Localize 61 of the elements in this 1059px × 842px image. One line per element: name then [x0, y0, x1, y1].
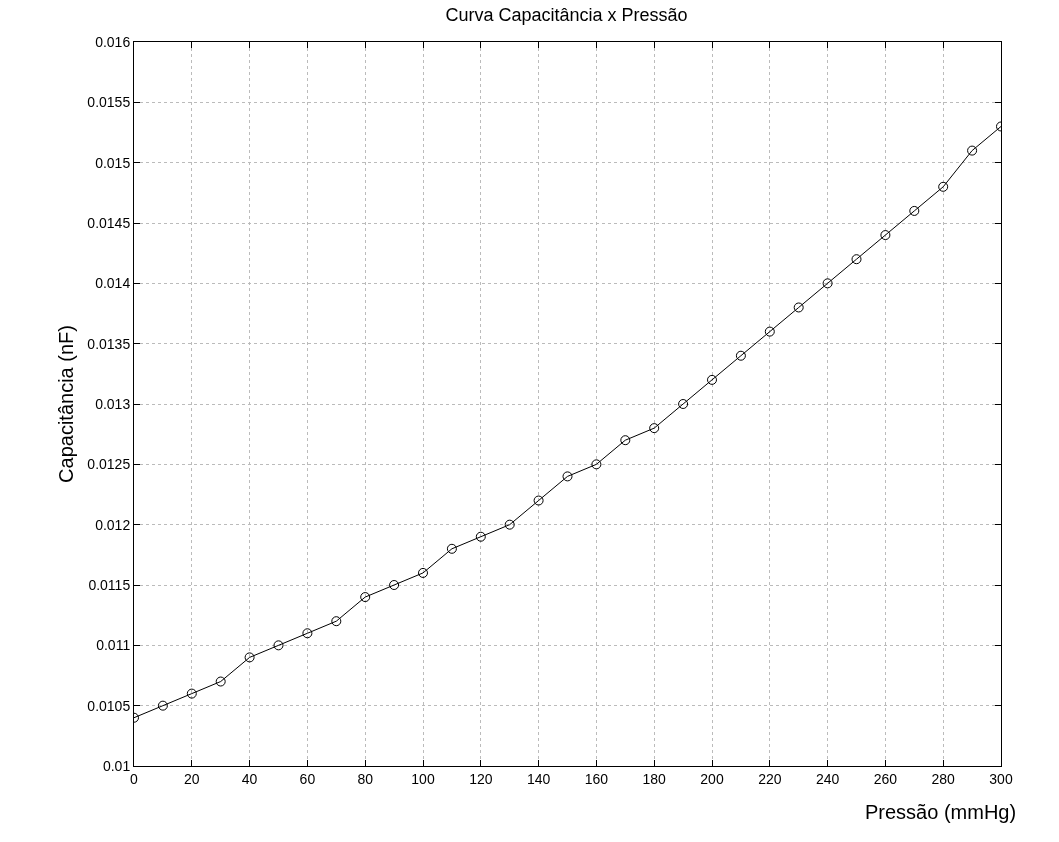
x-tick-label: 240 [815, 770, 840, 787]
point [707, 374, 717, 385]
point [764, 326, 775, 337]
point [215, 676, 226, 687]
point [360, 592, 371, 603]
x-tick-label: 140 [526, 770, 551, 787]
y-tick-label: 0.0115 [88, 576, 131, 593]
y-tick-label: 0.0155 [87, 94, 131, 111]
point [302, 628, 313, 639]
point [186, 688, 197, 699]
y-tick-label: 0.014 [95, 275, 131, 292]
y-tick-label: 0.013 [95, 395, 131, 412]
point [562, 471, 573, 482]
point [620, 435, 631, 446]
point [273, 640, 284, 651]
y-tick-label: 0.0135 [87, 335, 131, 352]
y-axis-title: Capacitância (nF) [54, 325, 77, 483]
point [533, 495, 544, 506]
point [793, 302, 804, 313]
point [649, 423, 660, 434]
x-tick-label: 260 [873, 770, 898, 787]
x-tick-label: 160 [584, 770, 609, 787]
point [880, 230, 891, 241]
point [331, 616, 342, 627]
point [678, 399, 689, 409]
x-tick-label: 80 [357, 770, 374, 787]
point [157, 700, 168, 711]
x-axis-title: Pressão (mmHg) [865, 801, 1017, 823]
x-tick-label: 40 [241, 770, 258, 787]
point [389, 580, 400, 590]
x-tick-label: 300 [989, 770, 1013, 787]
x-tick-label: 20 [184, 770, 200, 787]
y-tick-label: 0.0145 [87, 214, 131, 231]
point [967, 145, 978, 156]
x-tick-label: 0 [130, 770, 139, 787]
point [244, 652, 255, 663]
chart-title: Curva Capacitância x Pressão [445, 5, 688, 26]
point [938, 181, 949, 192]
x-tick-label: 280 [931, 770, 956, 787]
x-tick-label: 100 [411, 770, 435, 787]
y-tick-label: 0.0125 [87, 456, 131, 473]
x-tick-label: 180 [642, 770, 667, 787]
point [591, 459, 602, 470]
y-tick-label: 0.011 [96, 637, 131, 654]
y-tick-label: 0.015 [95, 154, 131, 171]
point [735, 350, 746, 361]
x-tick-label: 120 [469, 770, 493, 787]
point [446, 543, 457, 554]
point [504, 519, 515, 530]
x-tick-label: 220 [758, 770, 782, 787]
y-tick-label: 0.016 [95, 33, 131, 50]
y-tick-label: 0.012 [95, 516, 131, 533]
x-tick-label: 60 [299, 770, 316, 787]
y-tick-label: 0.01 [102, 757, 131, 774]
x-tick-label: 200 [700, 770, 724, 787]
point [822, 278, 833, 289]
point [909, 205, 920, 216]
point [475, 531, 486, 542]
y-tick-label: 0.0105 [87, 697, 131, 714]
point [851, 254, 862, 265]
point [418, 567, 428, 578]
